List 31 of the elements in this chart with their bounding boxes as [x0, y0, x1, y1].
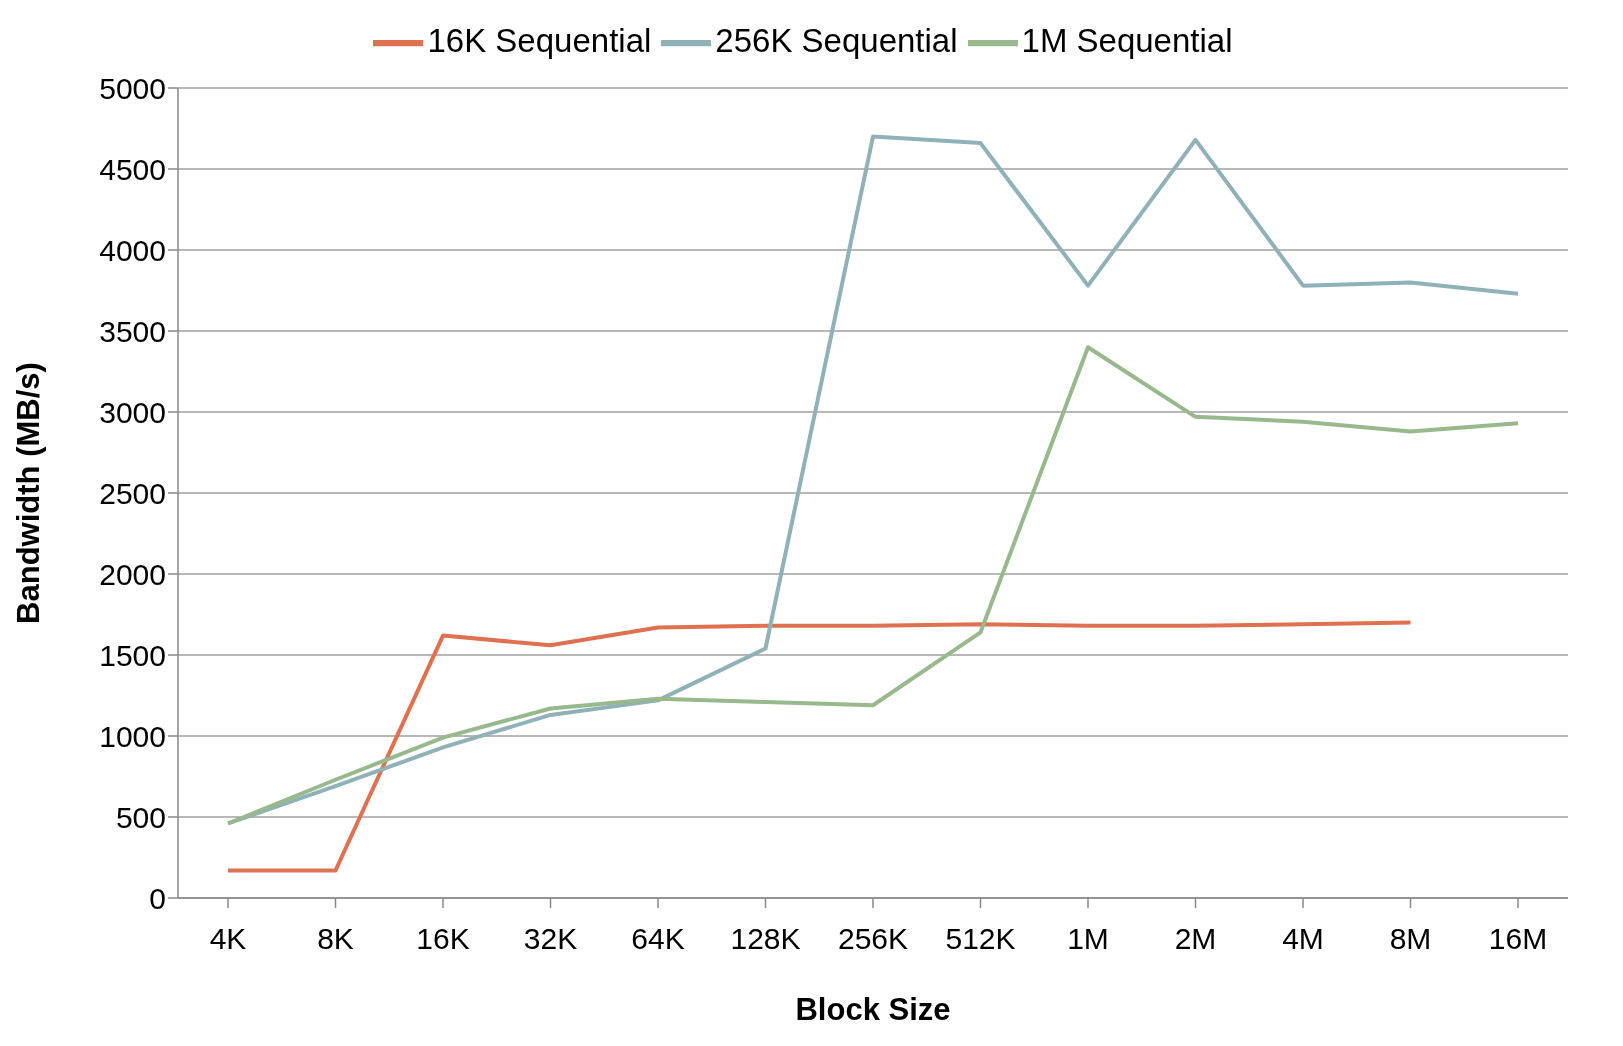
y-tick-label: 3000 [99, 395, 166, 429]
y-tick-label: 1500 [99, 638, 166, 672]
x-tick-label: 2M [1174, 922, 1217, 956]
line-series [226, 620, 1413, 873]
legend-label: 1M Sequential [1021, 21, 1233, 59]
x-tick-label: 8K [317, 922, 354, 956]
x-axis-title: Block Size [795, 992, 951, 1028]
legend-label: 16K Sequential [427, 21, 652, 59]
x-tick-label: 1M [1067, 922, 1109, 956]
x-tick-label: 8M [1389, 922, 1432, 956]
line-series [226, 345, 1520, 826]
x-tick-label: 128K [730, 922, 801, 956]
y-tick-label: 4000 [99, 233, 166, 267]
x-tick-label: 32K [523, 922, 578, 956]
x-tick-label: 16M [1488, 922, 1548, 956]
y-tick-label: 2500 [99, 476, 166, 510]
legend-label: 256K Sequential [715, 21, 958, 59]
x-tick-label: 4K [209, 922, 247, 956]
y-tick-label: 3500 [99, 314, 166, 348]
x-tick-label: 512K [945, 922, 1016, 956]
y-tick-label: 2000 [99, 557, 166, 591]
x-tick-label: 4M [1282, 922, 1324, 956]
y-tick-label: 4500 [99, 152, 166, 186]
x-tick-label: 16K [416, 922, 470, 956]
y-tick-label: 500 [115, 800, 166, 834]
y-axis-title: Bandwidth (MB/s) [11, 362, 47, 624]
x-tick-label: 64K [631, 922, 685, 956]
x-tick-label: 256K [837, 922, 909, 956]
y-tick-label: 0 [149, 881, 166, 915]
y-tick-label: 5000 [99, 71, 166, 105]
y-tick-label: 1000 [99, 719, 166, 753]
